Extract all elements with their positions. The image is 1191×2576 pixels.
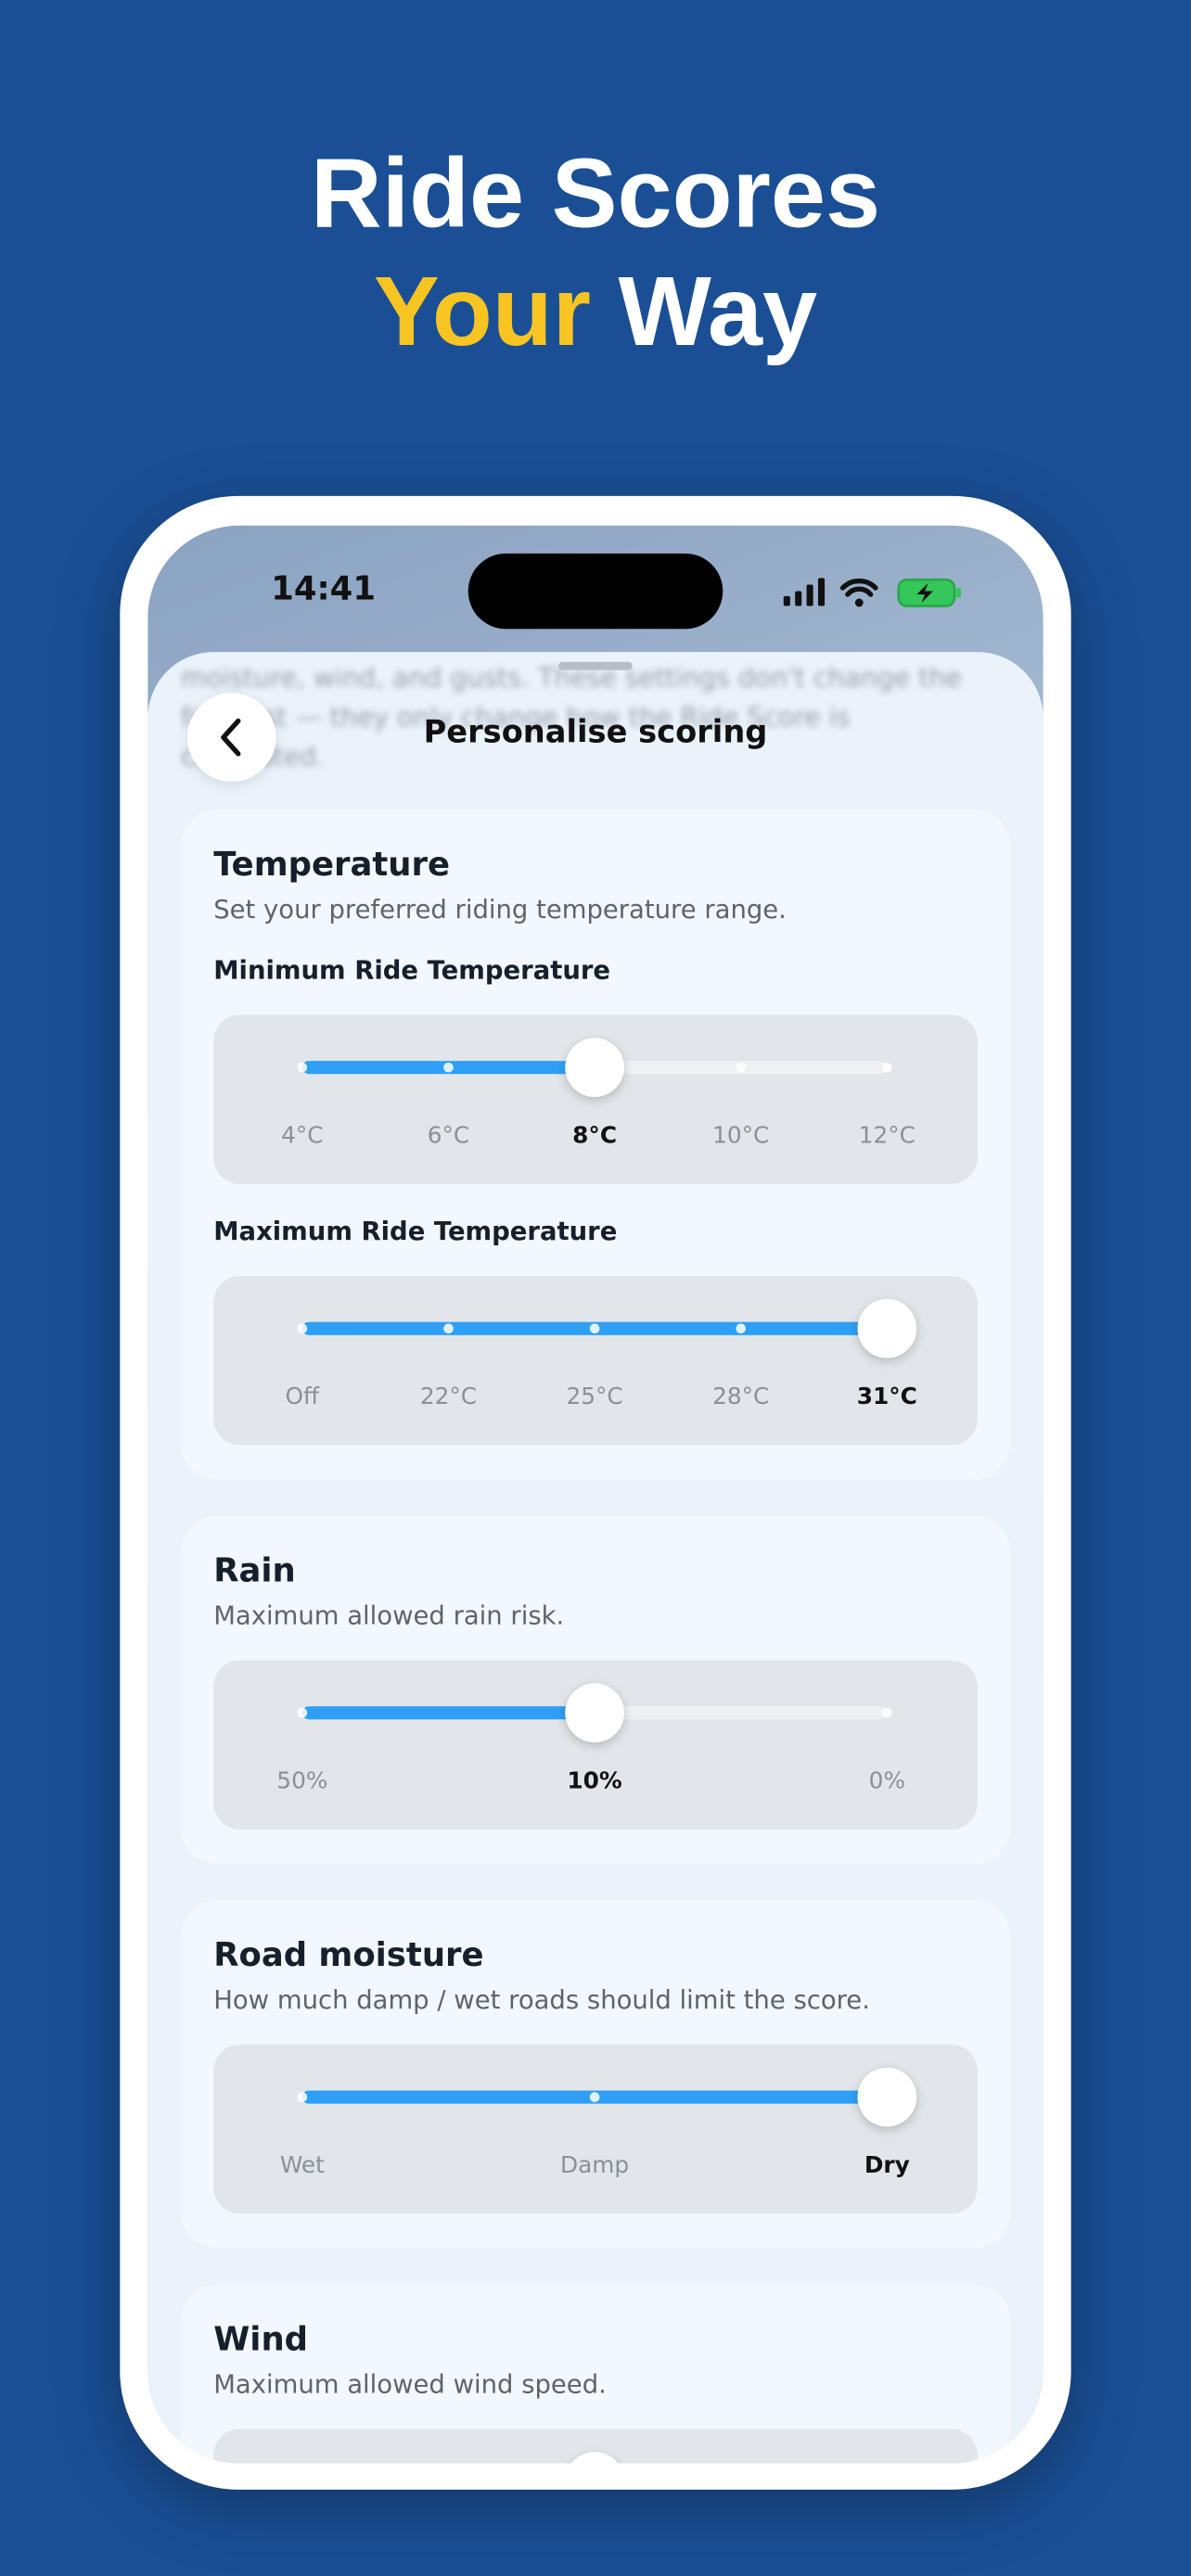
headline: Ride Scores [310,137,881,249]
slider-thumb[interactable] [565,1683,624,1743]
slider-option: Wet [279,2152,325,2180]
slider[interactable]: 50% 10% 0% [213,1660,978,1830]
slider-thumb[interactable] [565,1038,624,1098]
slider[interactable]: 4°C 6°C 8°C 10°C 12°C [213,1014,978,1184]
slider-stop [589,2092,600,2102]
section-card: Rain Maximum allowed rain risk. 50% 10% 0% [180,1515,1011,1865]
slider-stop [882,1707,892,1718]
headline: Your Way [0,253,1191,372]
section-title: Rain [213,1549,296,1590]
slider[interactable]: Wet Damp Dry [213,2044,978,2214]
slider-option: 10% [567,1768,622,1795]
slider-option: 22°C [419,1384,478,1411]
screen: 14:41 moisture, wind, and gusts. These s… [147,525,1044,2464]
slider-option: 0% [868,1768,906,1795]
headline-highlight: Your [373,256,592,366]
section-card: Temperature Set your preferred riding tem… [180,810,1011,1480]
slider-stop [736,1323,747,1334]
slider-thumb[interactable] [857,2067,917,2127]
slider-stop [297,1707,308,1718]
slider-stop [736,1062,747,1073]
slider-fill [301,1706,596,1720]
slider[interactable] [213,2429,978,2464]
slider-option: 28°C [712,1384,770,1411]
status-time: 14:41 [271,567,376,608]
slider-option: Dry [864,2152,910,2180]
slider-stop [297,1062,308,1073]
slider-label: Maximum Ride Temperature [213,1217,618,1247]
section-title: Road moisture [213,1934,484,1974]
slider-stop [589,1323,600,1334]
grabber [558,661,633,670]
slider-option: 31°C [856,1384,917,1411]
dynamic-island [467,553,724,630]
sheet: moisture, wind, and gusts. These setting… [147,652,1044,2464]
slider-thumb[interactable] [857,1298,917,1358]
section-title: Wind [213,2318,309,2359]
slider-option: 25°C [566,1384,623,1411]
cards: Temperature Set your preferred riding tem… [180,810,1011,2464]
back-button[interactable] [186,693,276,782]
section-card: Road moisture How much damp / wet roads s… [180,1900,1011,2249]
slider-option: 6°C [427,1123,470,1150]
slider-label: Minimum Ride Temperature [213,955,611,986]
slider-stop [882,1062,892,1073]
section-description: Maximum allowed wind speed. [213,2369,607,2400]
slider-option: 10°C [712,1123,770,1150]
slider-thumb[interactable] [565,2452,624,2464]
slider-stop [443,1062,454,1073]
headline-rest: Way [618,256,818,366]
phone-frame: 14:41 moisture, wind, and gusts. These s… [120,495,1071,2490]
section-description: Set your preferred riding temperature ra… [213,895,787,925]
slider-option: 8°C [572,1123,618,1150]
nav-title: Personalise scoring [423,714,768,751]
slider-option: 50% [276,1768,328,1795]
section-description: Maximum allowed rain risk. [213,1600,565,1631]
back-icon [221,718,241,757]
section-description: How much damp / wet roads should limit t… [213,1985,870,2016]
slider-stop [443,1323,454,1334]
slider-stop [297,1323,308,1334]
section-title: Temperature [213,844,451,884]
slider-option: Damp [559,2152,630,2180]
slider-option: 12°C [858,1123,916,1150]
slider-option: Off [285,1384,320,1411]
slider-stop [297,2092,308,2102]
status-icons [783,578,962,607]
slider-option: 4°C [281,1123,324,1150]
slider[interactable]: Off 22°C 25°C 28°C 31°C [213,1276,978,1446]
section-card: Wind Maximum allowed wind speed. [180,2284,1011,2464]
